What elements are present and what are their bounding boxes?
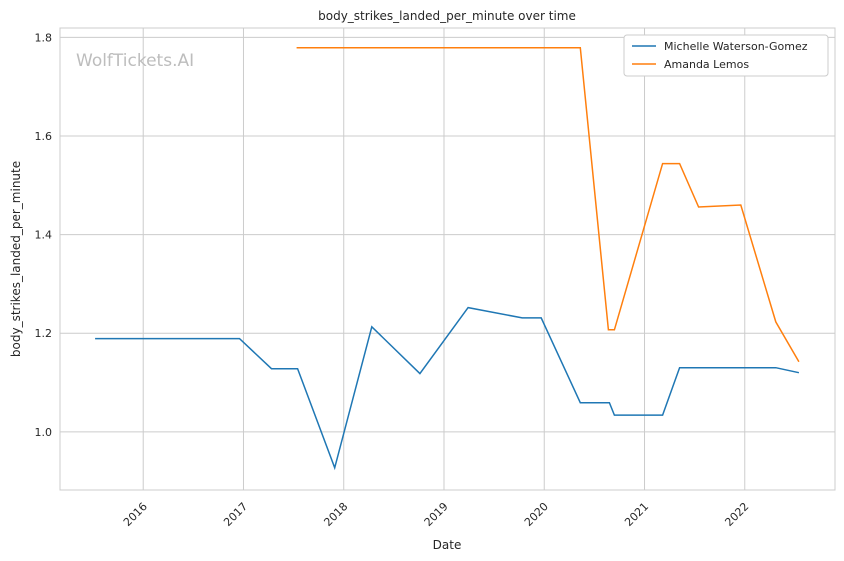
series-line-1 <box>296 46 800 363</box>
x-tick-label: 2018 <box>321 500 350 529</box>
x-tick-label: 2019 <box>422 500 451 529</box>
legend-label-1: Amanda Lemos <box>664 58 749 71</box>
x-tick-label: 2016 <box>121 500 150 529</box>
x-tick-label: 2022 <box>722 500 751 529</box>
watermark: WolfTickets.AI <box>76 51 194 71</box>
y-tick-label: 1.6 <box>35 130 53 143</box>
x-tick-label: 2021 <box>622 500 651 529</box>
x-axis-label: Date <box>433 538 462 552</box>
x-tick-label: 2020 <box>522 500 551 529</box>
legend-label-0: Michelle Waterson-Gomez <box>664 40 808 53</box>
y-tick-label: 1.2 <box>35 327 53 340</box>
y-tick-label: 1.0 <box>35 426 53 439</box>
chart-title: body_strikes_landed_per_minute over time <box>318 9 576 23</box>
plot-frame <box>59 27 836 491</box>
y-tick-label: 1.4 <box>35 229 53 242</box>
series-line-0 <box>95 306 800 471</box>
y-tick-label: 1.8 <box>35 31 53 44</box>
legend-box <box>623 34 829 77</box>
x-tick-label: 2017 <box>221 500 250 529</box>
y-axis-label: body_strikes_landed_per_minute <box>9 161 23 357</box>
legend: Michelle Waterson-Gomez Amanda Lemos <box>623 34 829 77</box>
